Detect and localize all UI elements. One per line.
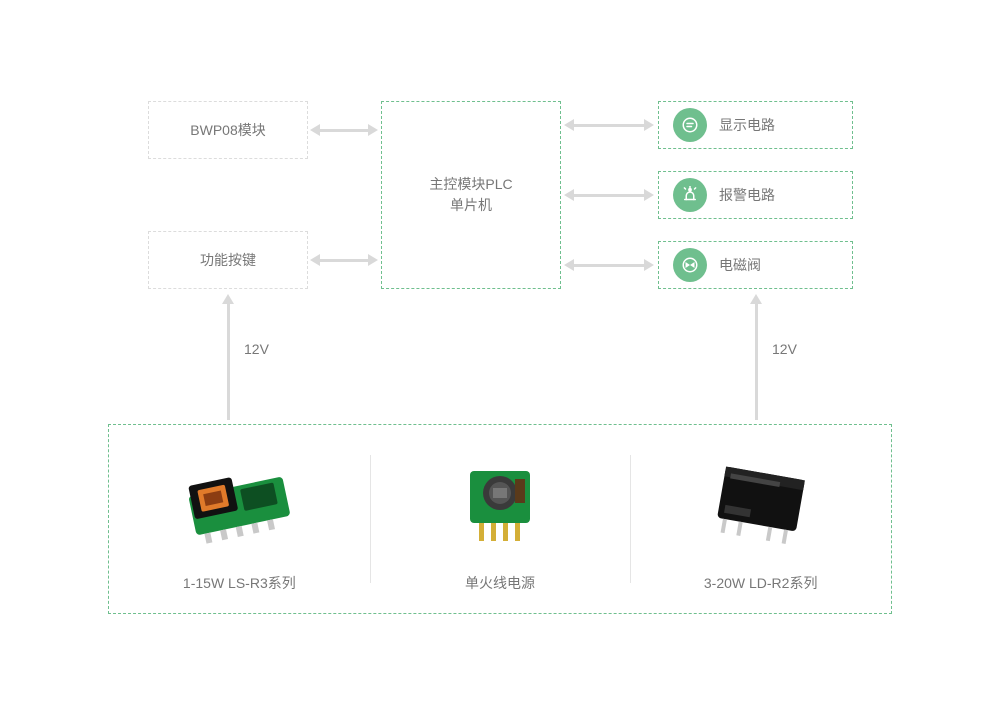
power-panel: 1-15W LS-R3系列 单火线电源 [108, 424, 892, 614]
node-bwp08: BWP08模块 [148, 101, 308, 159]
power-item-2: 3-20W LD-R2系列 [630, 425, 891, 613]
module-single-fire-icon [380, 443, 621, 565]
arrow-right-bot [564, 259, 654, 271]
node-main-controller-label: 主控模块PLC 单片机 [429, 174, 512, 216]
arrow-right-mid [564, 189, 654, 201]
node-main-controller-line2: 单片机 [429, 195, 512, 216]
node-alarm-circuit: 报警电路 [658, 171, 853, 219]
node-function-keys-label: 功能按键 [200, 250, 256, 271]
arrow-left-bot [310, 254, 378, 266]
node-display-circuit-label: 显示电路 [719, 115, 775, 136]
node-main-controller: 主控模块PLC 单片机 [381, 101, 561, 289]
display-icon [673, 108, 707, 142]
power-item-0: 1-15W LS-R3系列 [109, 425, 370, 613]
node-bwp08-label: BWP08模块 [190, 120, 265, 141]
alarm-icon [673, 178, 707, 212]
voltage-label-left: 12V [244, 341, 269, 357]
node-display-circuit: 显示电路 [658, 101, 853, 149]
module-ls-r3-icon [119, 443, 360, 565]
power-item-1-caption: 单火线电源 [465, 573, 535, 593]
node-main-controller-line1: 主控模块PLC [429, 174, 512, 195]
module-ld-r2-icon [640, 443, 881, 565]
arrow-left-top [310, 124, 378, 136]
node-solenoid-valve: 电磁阀 [658, 241, 853, 289]
voltage-label-right: 12V [772, 341, 797, 357]
node-function-keys: 功能按键 [148, 231, 308, 289]
arrow-right-top [564, 119, 654, 131]
power-item-0-caption: 1-15W LS-R3系列 [183, 573, 296, 593]
arrow-v-left [222, 294, 234, 420]
power-item-1: 单火线电源 [370, 425, 631, 613]
valve-icon [673, 248, 707, 282]
node-alarm-circuit-label: 报警电路 [719, 185, 775, 206]
arrow-v-right [750, 294, 762, 420]
power-item-2-caption: 3-20W LD-R2系列 [704, 573, 818, 593]
node-solenoid-valve-label: 电磁阀 [719, 255, 761, 276]
